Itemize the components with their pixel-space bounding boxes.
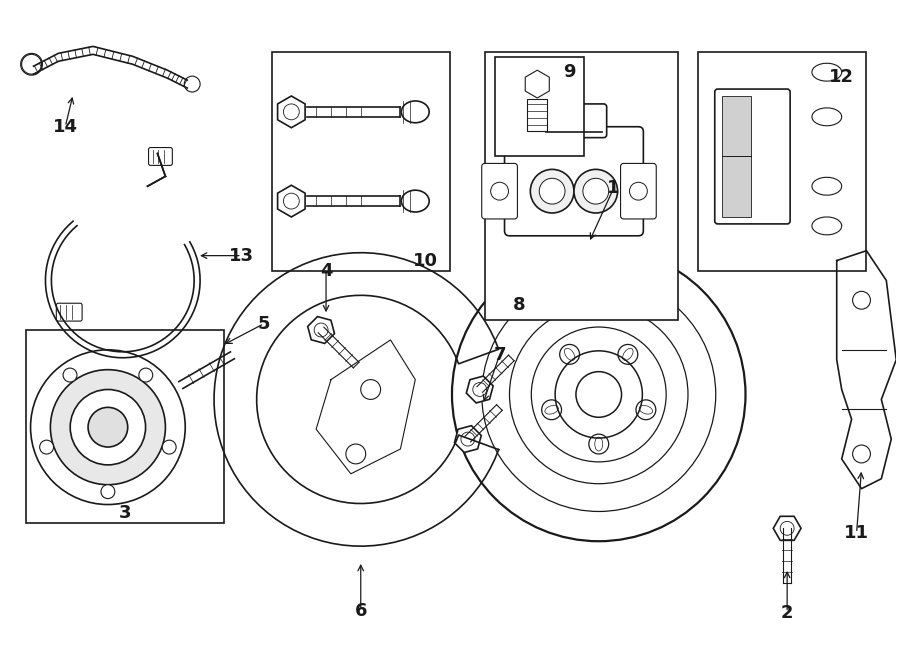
Circle shape: [40, 440, 53, 454]
Circle shape: [50, 369, 166, 485]
Circle shape: [361, 379, 381, 399]
Text: 14: 14: [53, 118, 77, 136]
Text: 11: 11: [844, 524, 869, 542]
Circle shape: [88, 407, 128, 447]
Text: 9: 9: [562, 63, 575, 81]
Text: 1: 1: [608, 179, 620, 197]
Text: 6: 6: [355, 602, 367, 620]
FancyBboxPatch shape: [541, 104, 607, 138]
FancyBboxPatch shape: [25, 330, 224, 524]
FancyBboxPatch shape: [505, 126, 644, 236]
FancyBboxPatch shape: [621, 164, 656, 219]
FancyBboxPatch shape: [527, 99, 547, 130]
Text: 12: 12: [829, 68, 854, 86]
Circle shape: [346, 444, 365, 464]
Circle shape: [31, 350, 185, 504]
Text: 5: 5: [258, 314, 270, 332]
FancyBboxPatch shape: [148, 148, 172, 166]
FancyBboxPatch shape: [482, 164, 517, 219]
FancyBboxPatch shape: [485, 52, 678, 320]
FancyBboxPatch shape: [272, 52, 450, 271]
Text: 10: 10: [413, 252, 437, 269]
FancyBboxPatch shape: [722, 96, 752, 217]
Circle shape: [70, 389, 146, 465]
Circle shape: [63, 368, 77, 382]
Circle shape: [539, 178, 565, 204]
Circle shape: [184, 76, 200, 92]
Text: 7: 7: [493, 346, 506, 364]
Circle shape: [583, 178, 608, 204]
Text: 8: 8: [513, 296, 526, 314]
Text: 4: 4: [320, 261, 332, 279]
Circle shape: [574, 169, 617, 213]
Circle shape: [162, 440, 176, 454]
FancyBboxPatch shape: [495, 58, 584, 156]
Text: 3: 3: [119, 504, 131, 522]
FancyBboxPatch shape: [57, 303, 82, 321]
Ellipse shape: [401, 101, 429, 122]
Text: 2: 2: [781, 604, 794, 622]
Text: 13: 13: [230, 247, 255, 265]
Circle shape: [101, 485, 115, 498]
FancyBboxPatch shape: [715, 89, 790, 224]
Ellipse shape: [401, 190, 429, 212]
Circle shape: [22, 54, 41, 74]
Circle shape: [530, 169, 574, 213]
Circle shape: [139, 368, 153, 382]
FancyBboxPatch shape: [698, 52, 867, 271]
